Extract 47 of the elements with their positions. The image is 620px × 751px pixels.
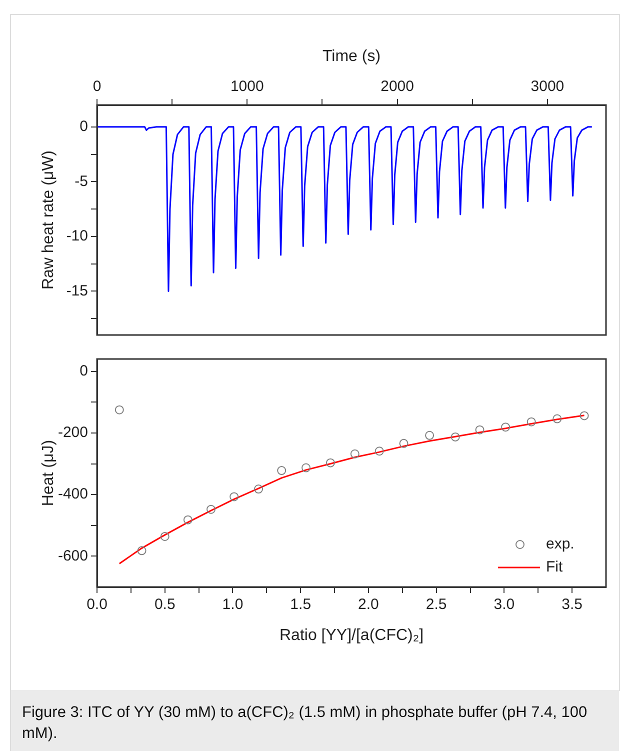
y-tick-label: -5 (74, 172, 88, 190)
y-tick-label: 0 (80, 362, 88, 380)
y-tick-label: -15 (66, 282, 88, 300)
y-tick-label: -10 (66, 228, 88, 245)
y-tick-label: 0 (80, 118, 88, 136)
x-tick-label: 0 (92, 78, 102, 96)
x-tick-label: 1.0 (222, 596, 244, 614)
x-tick-label: 2.5 (426, 596, 447, 614)
point (183, 515, 192, 524)
point (450, 432, 460, 442)
point (302, 463, 311, 472)
point (526, 417, 536, 426)
x-axis-title: Time (s) (322, 48, 381, 66)
y-axis-title: Heat (μJ) (40, 440, 58, 506)
legend-label: Fit (546, 558, 564, 576)
point (374, 446, 384, 456)
x-tick-label: 0.5 (154, 596, 176, 614)
point (160, 532, 170, 541)
x-tick-label: 3000 (530, 78, 564, 96)
point (254, 484, 264, 494)
point (206, 504, 216, 514)
point (580, 411, 589, 420)
y-tick-label: -200 (58, 424, 88, 442)
point (137, 546, 146, 556)
point (114, 405, 124, 414)
point (230, 492, 239, 502)
legend-label: exp. (546, 536, 574, 553)
x-tick-label: 3.0 (494, 596, 515, 614)
point (399, 438, 408, 448)
point (501, 422, 510, 432)
y-tick-label: -400 (58, 486, 88, 503)
point (277, 466, 286, 476)
x-tick-label: 2.0 (358, 596, 379, 614)
x-tick-label: 1.5 (290, 596, 312, 614)
x-axis-title: Ratio [YY]/[a(CFC)₂] (279, 626, 424, 644)
caption: Figure 3: ITC of YY (30 mM) to a(CFC)₂ (1.5 mM) in phosphate buffer (pH 7.4, 100 mM). (10, 690, 619, 751)
x-tick-label: 3.5 (562, 596, 582, 614)
point (552, 414, 562, 424)
y-axis-title: Raw heat rate (μW) (40, 150, 58, 290)
x-tick-label: 1000 (230, 78, 264, 96)
point (425, 430, 434, 440)
point (326, 458, 335, 468)
point (475, 425, 484, 434)
point (350, 449, 360, 458)
x-tick-label: 2000 (380, 78, 414, 96)
x-tick-label: 0.0 (86, 596, 108, 614)
y-tick-label: -600 (58, 547, 88, 564)
